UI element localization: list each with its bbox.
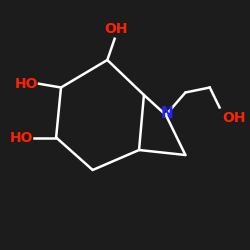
Text: HO: HO xyxy=(14,77,38,91)
Text: OH: OH xyxy=(222,111,246,125)
Text: N: N xyxy=(161,106,173,121)
Text: HO: HO xyxy=(10,130,33,144)
Text: OH: OH xyxy=(104,22,128,36)
